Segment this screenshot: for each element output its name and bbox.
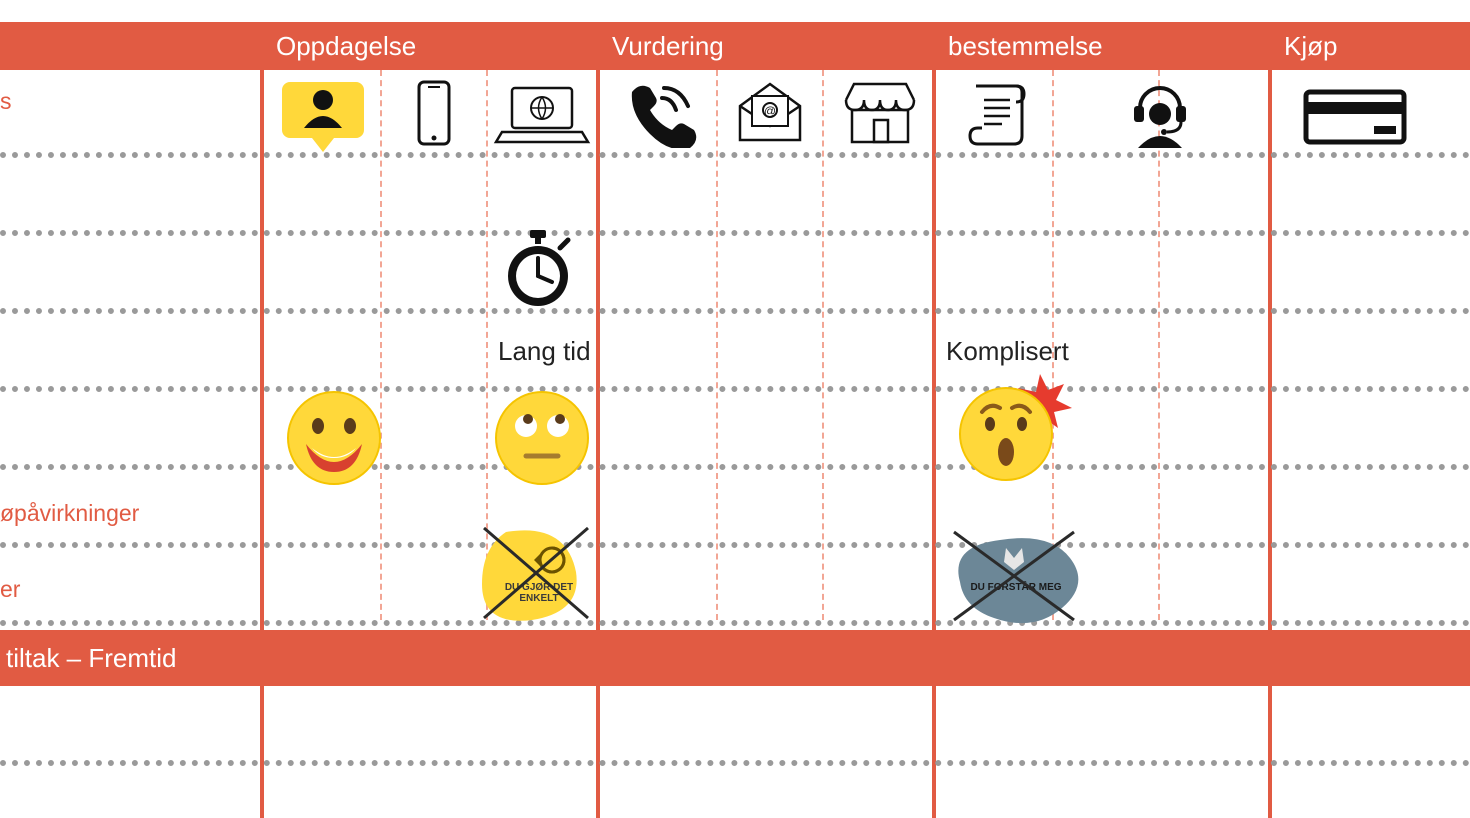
col-header-stage3: bestemmelse [934, 22, 1270, 70]
hdot-1 [0, 152, 1470, 158]
hdot-8 [0, 760, 1470, 766]
row-label-6: er [0, 576, 20, 603]
row-label-5: øpåvirkninger [0, 500, 139, 527]
scroll-document-icon [958, 78, 1038, 150]
hdot-3 [0, 308, 1470, 314]
badge-forstar-text: DU FORSTÅR MEG [970, 582, 1061, 593]
email-open-icon: @ [730, 78, 810, 148]
vline-1 [260, 22, 264, 818]
smartphone-icon [404, 78, 464, 148]
col-header-labels [0, 22, 262, 70]
emoji-happy-icon [286, 390, 382, 486]
credit-card-icon [1300, 86, 1410, 148]
storefront-icon [838, 78, 922, 148]
person-bubble-icon [278, 78, 368, 154]
hdot-7 [0, 620, 1470, 626]
footer-bar: tiltak – Fremtid [0, 630, 1470, 686]
hdot-6 [0, 542, 1470, 548]
journey-map: Oppdagelse Vurdering bestemmelse Kjøp s … [0, 0, 1470, 818]
hdot-5 [0, 464, 1470, 470]
hdot-4 [0, 386, 1470, 392]
badge-enkel: DU GJØR DET ENKELT [476, 520, 596, 626]
footer-text: tiltak – Fremtid [6, 643, 177, 674]
vline-2 [596, 22, 600, 818]
emoji-eyeroll-icon [494, 390, 590, 486]
komplisert-caption: Komplisert [946, 336, 1069, 367]
col-header-stage1: Oppdagelse [262, 22, 598, 70]
stage3-title: bestemmelse [948, 31, 1103, 62]
svg-text:@: @ [764, 104, 776, 118]
stage2-title: Vurdering [612, 31, 724, 62]
emoji-shocked-icon [948, 368, 1078, 488]
langtid-caption: Lang tid [498, 336, 591, 367]
vline-4 [1268, 22, 1272, 818]
stage1-title: Oppdagelse [276, 31, 416, 62]
col-header-stage2: Vurdering [598, 22, 934, 70]
phone-call-icon [618, 80, 698, 148]
stopwatch-icon [498, 228, 578, 312]
badge-forstar: DU FORSTÅR MEG [944, 526, 1084, 626]
support-agent-icon [1120, 80, 1200, 150]
row-label-1: s [0, 88, 12, 115]
hdot-2 [0, 230, 1470, 236]
col-header-stage4: Kjøp [1270, 22, 1470, 70]
stage4-title: Kjøp [1284, 31, 1337, 62]
laptop-globe-icon [492, 82, 592, 148]
vline-3 [932, 22, 936, 818]
badge-enkel-text: DU GJØR DET ENKELT [505, 582, 573, 604]
